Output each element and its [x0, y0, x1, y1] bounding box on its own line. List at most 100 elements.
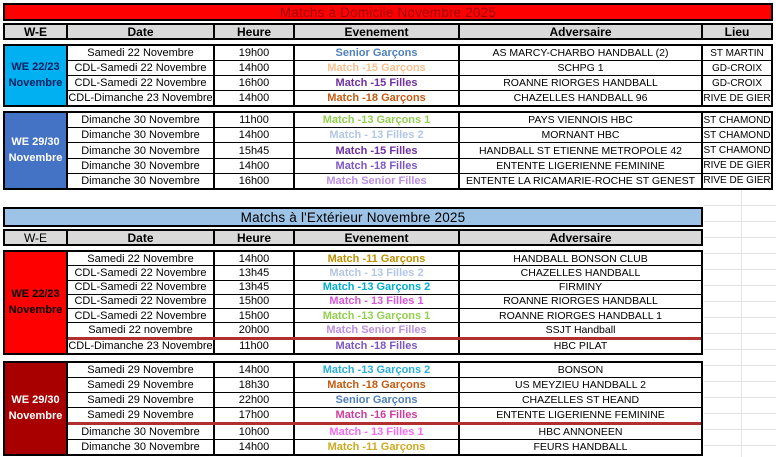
event-cell: Match -18 Filles — [295, 339, 460, 353]
time-cell: 20h00 — [215, 323, 295, 337]
weekend-cell: WE 22/23 Novembre — [5, 46, 68, 105]
time-cell: 11h00 — [215, 113, 295, 128]
date-cell: Dimanche 30 Novembre — [68, 158, 215, 173]
time-cell: 15h45 — [215, 143, 295, 158]
match-row: CDL-Samedi 22 Novembre 16h00 Match -15 Fil… — [68, 76, 771, 91]
match-row: CDL-Samedi 22 Novembre 15h00 Match -13 Gar… — [68, 309, 701, 324]
date-cell: Dimanche 30 Novembre — [68, 113, 215, 128]
date-cell: CDL-Samedi 22 Novembre — [68, 294, 215, 309]
opponent-cell: MORNANT HBC — [460, 128, 703, 143]
weekend-section: WE 22/23 Novembre Samedi 22 Novembre 14h00 M… — [3, 250, 703, 355]
time-cell: 14h00 — [215, 61, 295, 75]
column-header-date: Date — [68, 231, 215, 245]
spreadsheet-gridline-vertical — [741, 190, 742, 457]
match-row: Dimanche 30 Novembre 15h45 Match -15 Fille… — [68, 143, 771, 159]
opponent-cell: AS MARCY-CHARBO HANDBALL (2) — [460, 46, 703, 60]
opponent-cell: HBC PILAT — [553, 340, 608, 353]
event-cell: Senior Garçons — [295, 393, 460, 407]
venue-cell: ST CHAMOND — [703, 114, 771, 126]
date-cell: Dimanche 30 Novembre — [68, 143, 215, 158]
weekend-cell: WE 22/23 Novembre — [5, 252, 68, 353]
match-row: Samedi 22 novembre 20h00 Match Senior Fill… — [68, 323, 701, 340]
weekend-cell: WE 29/30 Novembre — [5, 113, 68, 188]
time-cell: 14h00 — [215, 158, 295, 173]
venue-cell: RIVE DE GIER — [703, 160, 771, 172]
weekend-label-line1: WE 22/23 — [11, 60, 60, 73]
opponent-cell: CHAZELLES HANDBALL — [520, 266, 641, 279]
column-header-w-e: W-E — [5, 231, 68, 245]
date-cell: Samedi 22 novembre — [68, 323, 215, 337]
match-row: Dimanche 30 Novembre 14h00 Match -18 Fille… — [68, 158, 771, 174]
opponent-cell: ROANNE RIORGES HANDBALL — [503, 295, 658, 308]
time-cell: 15h00 — [215, 309, 295, 323]
opponent-cell: ROANNE RIORGES HANDBALL — [460, 76, 703, 90]
weekend-label-line1: WE 29/30 — [11, 135, 60, 148]
match-row: CDL-Samedi 22 Novembre 13h45 Match - 13 Fi… — [68, 266, 701, 281]
opponent-cell: ENTENTE LA RICAMARIE-ROCHE ST GENEST — [460, 173, 703, 189]
time-cell: 14h00 — [215, 91, 295, 105]
column-header-row: W-E Date Heure Evenement Adversaire — [3, 229, 703, 246]
section-rows: Samedi 22 Novembre 19h00 Senior Garçons AS … — [68, 46, 771, 105]
match-row: CDL-Samedi 22 Novembre 13h45 Match -13 Gar… — [68, 280, 701, 295]
opponent-cell: BONSON — [557, 364, 604, 376]
date-cell: Dimanche 30 Novembre — [68, 440, 215, 454]
weekend-label-line2: Novembre — [8, 303, 63, 316]
time-cell: 14h00 — [215, 252, 295, 266]
venue-cell: RIVE DE GIER — [703, 92, 771, 104]
opponent-cell: US MEYZIEU HANDBALL 2 — [515, 379, 646, 391]
date-cell: CDL-Dimanche 23 Novembre — [68, 91, 215, 105]
opponent-cell: HANDBALL ST ETIENNE METROPOLE 42 — [460, 143, 703, 158]
weekend-label-line1: WE 22/23 — [11, 287, 60, 300]
time-cell: 22h00 — [215, 393, 295, 407]
event-cell: Match -18 Garçons — [295, 378, 460, 392]
weekend-label-line2: Novembre — [8, 409, 63, 422]
weekend-label-line1: WE 29/30 — [11, 393, 60, 406]
date-cell: CDL-Dimanche 23 Novembre — [68, 339, 215, 353]
opponent-cell: HANDBALL BONSON CLUB — [513, 252, 648, 265]
time-cell: 16h00 — [215, 76, 295, 90]
date-cell: Samedi 29 Novembre — [68, 378, 215, 392]
time-cell: 16h00 — [215, 173, 295, 189]
event-cell: Match -15 Garçons — [295, 61, 460, 75]
opponent-cell: CHAZELLES HANDBALL 96 — [460, 91, 703, 105]
weekend-section: WE 29/30 Novembre Samedi 29 Novembre 14h00 M… — [3, 361, 703, 456]
venue-cell: ST CHAMOND — [703, 145, 771, 156]
opponent-cell: FEURS HANDBALL — [533, 441, 628, 453]
column-header-lieu: Lieu — [724, 24, 750, 39]
match-row: Dimanche 30 Novembre 11h00 Match -13 Garço… — [68, 113, 771, 129]
date-cell: CDL-Samedi 22 Novembre — [68, 280, 215, 294]
date-cell: Dimanche 30 Novembre — [68, 128, 215, 143]
venue-cell: GD-CROIX — [712, 77, 762, 89]
match-row: Dimanche 30 Novembre 16h00 Match Senior Fi… — [68, 173, 771, 189]
match-row: CDL-Dimanche 23 Novembre 14h00 Match -18 G… — [68, 91, 771, 105]
weekend-cell: WE 29/30 Novembre — [5, 363, 68, 454]
event-cell: Match -18 Garçons — [295, 91, 460, 105]
match-row: CDL-Samedi 22 Novembre 15h00 Match - 13 Fi… — [68, 294, 701, 310]
event-cell: Match -11 Garçons — [295, 252, 460, 266]
event-cell: Match Senior Filles — [295, 173, 460, 189]
match-row: CDL-Samedi 22 Novembre 14h00 Match -15 Gar… — [68, 61, 771, 76]
date-cell: CDL-Samedi 22 Novembre — [68, 61, 215, 75]
match-row: Samedi 22 Novembre 14h00 Match -11 Garçons… — [68, 252, 701, 267]
date-cell: Samedi 29 Novembre — [68, 363, 215, 377]
section-rows: Samedi 29 Novembre 14h00 Match -13 Garçons… — [68, 363, 701, 454]
date-cell: CDL-Samedi 22 Novembre — [68, 309, 215, 323]
event-cell: Senior Garçons — [295, 46, 460, 60]
time-cell: 18h30 — [215, 378, 295, 392]
date-cell: CDL-Samedi 22 Novembre — [68, 266, 215, 280]
date-cell: Samedi 22 Novembre — [68, 46, 215, 60]
column-header-evenement: Evenement — [295, 231, 460, 245]
time-cell: 14h00 — [215, 128, 295, 143]
match-row: Samedi 29 Novembre 14h00 Match -13 Garçons… — [68, 363, 701, 378]
event-cell: Match - 13 Filles 1 — [295, 425, 460, 439]
opponent-cell: HBC ANNONEEN — [538, 426, 623, 438]
match-row: CDL-Dimanche 23 Novembre 11h00 Match -18 F… — [68, 339, 701, 353]
weekend-label-line2: Novembre — [8, 76, 63, 89]
time-cell: 15h00 — [215, 294, 295, 309]
column-header-heure: Heure — [215, 231, 295, 245]
event-cell: Match - 13 Filles 2 — [295, 266, 460, 280]
time-cell: 14h00 — [215, 440, 295, 454]
match-row: Dimanche 30 Novembre 14h00 Match -11 Garço… — [68, 440, 701, 454]
opponent-cell: PAYS VIENNOIS HBC — [460, 113, 703, 128]
